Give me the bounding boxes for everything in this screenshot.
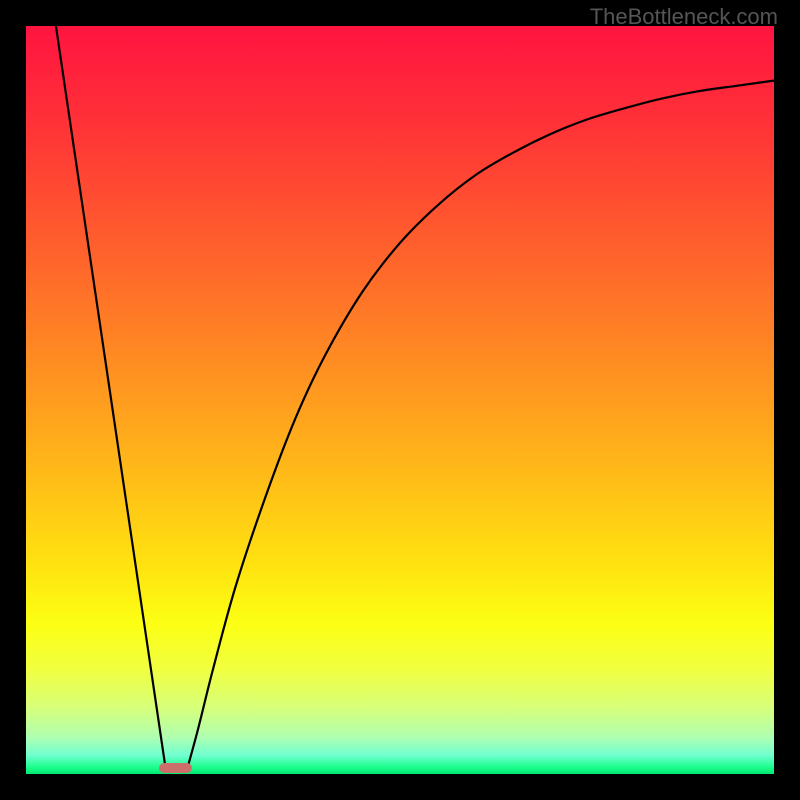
watermark-text: TheBottleneck.com xyxy=(590,4,778,30)
curve-layer xyxy=(26,26,774,774)
bottleneck-chart xyxy=(26,26,774,774)
left-line xyxy=(56,26,166,770)
right-curve xyxy=(187,81,774,771)
bottleneck-marker xyxy=(159,763,193,773)
